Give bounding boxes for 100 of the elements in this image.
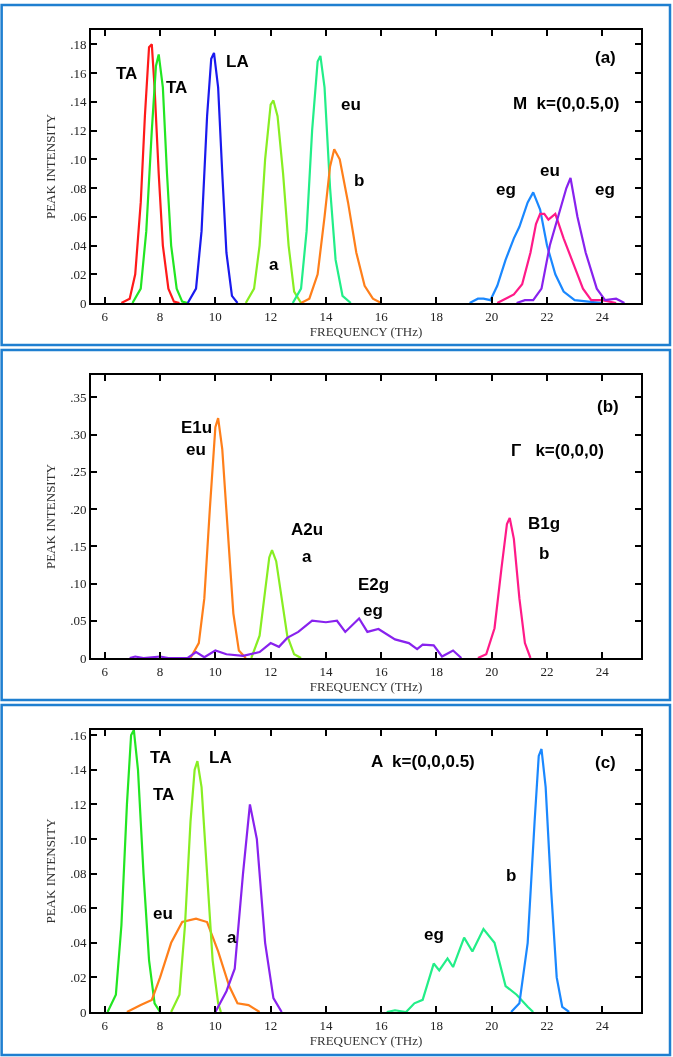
x-tick-label: 18 xyxy=(429,308,443,324)
x-tick-label: 14 xyxy=(319,308,333,324)
annotation: eg xyxy=(496,180,516,199)
annotation: TA xyxy=(153,785,175,804)
annotation: B1g xyxy=(528,514,561,533)
x-tick-label: 12 xyxy=(264,308,278,324)
x-tick-label: 6 xyxy=(101,663,109,679)
x-tick-label: 6 xyxy=(101,308,109,324)
x-tick-label: 8 xyxy=(156,308,164,324)
y-tick-label: .10 xyxy=(70,151,87,167)
y-tick-label: .04 xyxy=(70,935,87,951)
y-tick-label: .06 xyxy=(70,209,87,225)
y-tick-label: .15 xyxy=(70,538,87,554)
annotation: A k=(0,0,0.5) xyxy=(371,752,475,771)
x-axis-title: FREQUENCY (THz) xyxy=(309,1032,423,1048)
line-series xyxy=(496,212,618,303)
annotation: a xyxy=(227,928,237,947)
x-tick-label: 22 xyxy=(540,1017,554,1033)
y-tick-label: .08 xyxy=(70,866,87,882)
x-tick-label: 20 xyxy=(485,663,499,679)
annotation: eg xyxy=(595,180,615,199)
y-tick-label: .30 xyxy=(70,427,87,443)
x-tick-label: 18 xyxy=(429,1017,443,1033)
x-tick-label: 10 xyxy=(208,1017,222,1033)
x-tick-label: 24 xyxy=(595,308,610,324)
annotation: eu xyxy=(153,904,173,923)
line-series xyxy=(125,917,261,1012)
y-tick-label: .05 xyxy=(70,613,87,629)
x-tick-label: 12 xyxy=(264,663,278,679)
y-tick-label: .04 xyxy=(70,238,87,254)
y-tick-label: .10 xyxy=(70,576,87,592)
x-tick-label: 16 xyxy=(374,1017,389,1033)
annotation: TA xyxy=(166,78,188,97)
line-series xyxy=(128,617,463,658)
annotation: a xyxy=(269,255,279,274)
annotation: TA xyxy=(150,748,172,767)
annotation: (c) xyxy=(595,753,616,772)
y-axis-title: PEAK INTENSITY xyxy=(42,113,58,220)
y-tick-label: .16 xyxy=(70,727,87,743)
y-axis-title: PEAK INTENSITY xyxy=(42,463,58,570)
y-tick-label: .12 xyxy=(70,796,87,812)
x-tick-label: 22 xyxy=(540,663,554,679)
y-tick-label: .14 xyxy=(70,94,87,110)
line-series xyxy=(214,803,283,1012)
annotation: E2g xyxy=(358,575,390,594)
annotation: eu xyxy=(341,95,361,114)
x-tick-label: 14 xyxy=(319,663,333,679)
x-tick-label: 6 xyxy=(101,1017,109,1033)
line-series xyxy=(299,148,383,303)
line-series xyxy=(250,548,303,658)
annotation: a xyxy=(302,547,312,566)
annotation: LA xyxy=(226,52,249,71)
y-tick-label: .10 xyxy=(70,831,87,847)
annotation: LA xyxy=(209,748,232,767)
x-tick-label: 14 xyxy=(319,1017,333,1033)
annotation: A2u xyxy=(291,520,324,539)
annotation: E1u xyxy=(181,418,213,437)
y-tick-label: .35 xyxy=(70,389,87,405)
y-tick-label: .12 xyxy=(70,123,87,139)
y-tick-label: .16 xyxy=(70,65,87,81)
x-axis-title: FREQUENCY (THz) xyxy=(309,323,423,339)
x-tick-label: 22 xyxy=(540,308,554,324)
y-tick-label: .02 xyxy=(70,266,87,282)
x-tick-label: 16 xyxy=(374,308,389,324)
x-tick-label: 12 xyxy=(264,1017,278,1033)
y-tick-label: .20 xyxy=(70,501,87,517)
x-tick-label: 18 xyxy=(429,663,443,679)
y-tick-label: .25 xyxy=(70,464,87,480)
annotation: eg xyxy=(363,601,383,620)
y-tick-label: .18 xyxy=(70,36,87,52)
line-series xyxy=(244,99,303,303)
x-tick-label: 20 xyxy=(485,1017,499,1033)
x-tick-label: 8 xyxy=(156,663,164,679)
line-series xyxy=(385,927,535,1012)
x-tick-label: 8 xyxy=(156,1017,164,1033)
annotation: b xyxy=(539,544,550,563)
annotation: Γ k=(0,0,0) xyxy=(511,441,604,460)
x-tick-label: 10 xyxy=(208,308,222,324)
x-tick-label: 10 xyxy=(208,663,222,679)
x-tick-label: 20 xyxy=(485,308,499,324)
y-axis-title: PEAK INTENSITY xyxy=(42,817,58,924)
annotation: eu xyxy=(186,440,206,459)
x-tick-label: 24 xyxy=(595,1017,610,1033)
y-tick-label: 0 xyxy=(79,650,87,666)
x-tick-label: 24 xyxy=(595,663,610,679)
y-tick-label: .02 xyxy=(70,969,87,985)
annotation: (b) xyxy=(597,397,619,416)
y-tick-label: .14 xyxy=(70,762,87,778)
y-tick-label: .08 xyxy=(70,180,87,196)
line-series xyxy=(515,176,626,303)
annotation: eg xyxy=(424,925,444,944)
annotation: b xyxy=(506,866,517,885)
annotation: b xyxy=(354,171,365,190)
x-axis-title: FREQUENCY (THz) xyxy=(309,678,423,694)
y-tick-label: 0 xyxy=(79,295,87,311)
x-tick-label: 16 xyxy=(374,663,389,679)
y-tick-label: 0 xyxy=(79,1004,87,1020)
annotation: (a) xyxy=(595,48,616,67)
y-tick-label: .06 xyxy=(70,900,87,916)
annotation: M k=(0,0.5,0) xyxy=(513,94,620,113)
